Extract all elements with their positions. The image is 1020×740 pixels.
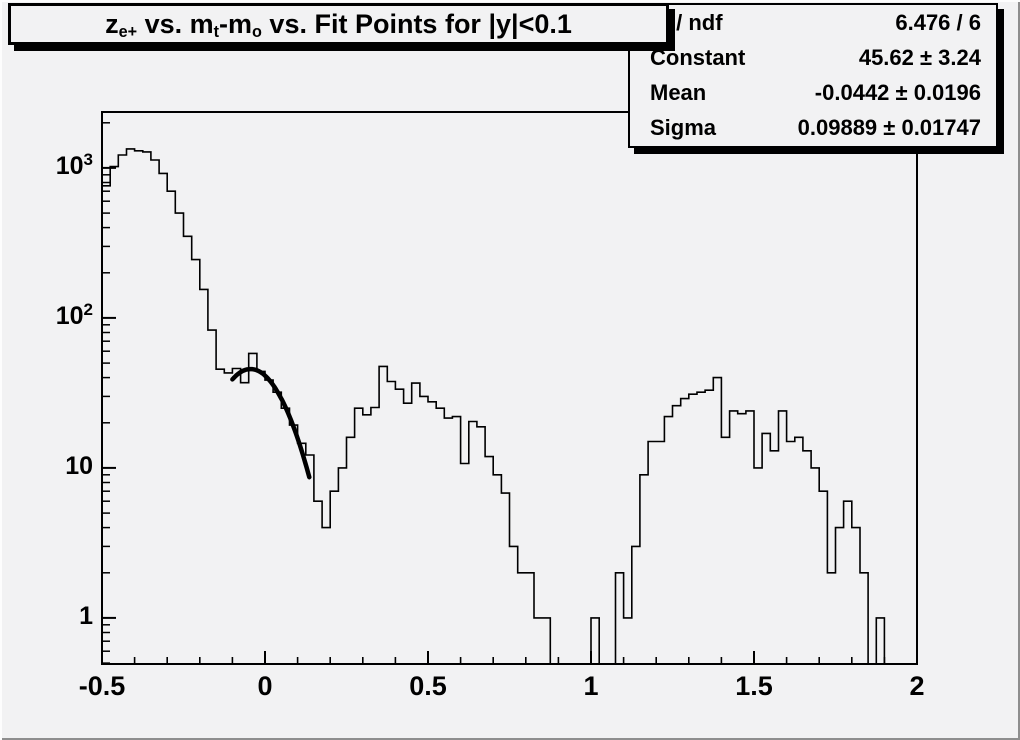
stats-value-chi2: 6.476 / 6 [895,9,981,35]
histogram-path [101,148,917,665]
stats-row-chi2: χ2 / ndf 6.476 / 6 [630,9,996,35]
subscript: o [252,23,262,42]
stats-value-sigma: 0.09889 ± 0.01747 [797,115,981,141]
plot-frame [101,111,918,665]
subscript: e+ [118,23,138,42]
title-box: ze+ vs. mt-mo vs. Fit Points for |y|<0.1 [8,3,669,45]
plot-title: ze+ vs. mt-mo vs. Fit Points for |y|<0.1 [105,8,572,42]
subscript: t [213,23,220,42]
stats-label-sigma: Sigma [650,115,717,141]
fit-curve [230,366,312,480]
stats-row-constant: Constant 45.62 ± 3.24 [630,44,996,70]
stats-row-mean: Mean -0.0442 ± 0.0196 [630,82,996,104]
stats-label-mean: Mean [650,80,707,106]
stats-row-sigma: Sigma 0.09889 ± 0.01747 [630,117,996,139]
stats-value-mean: -0.0442 ± 0.0196 [814,80,981,106]
stats-value-constant: 45.62 ± 3.24 [858,44,981,70]
stats-label-constant: Constant [650,44,746,70]
stats-box: χ2 / ndf 6.476 / 6 Constant 45.62 ± 3.24… [628,3,998,148]
